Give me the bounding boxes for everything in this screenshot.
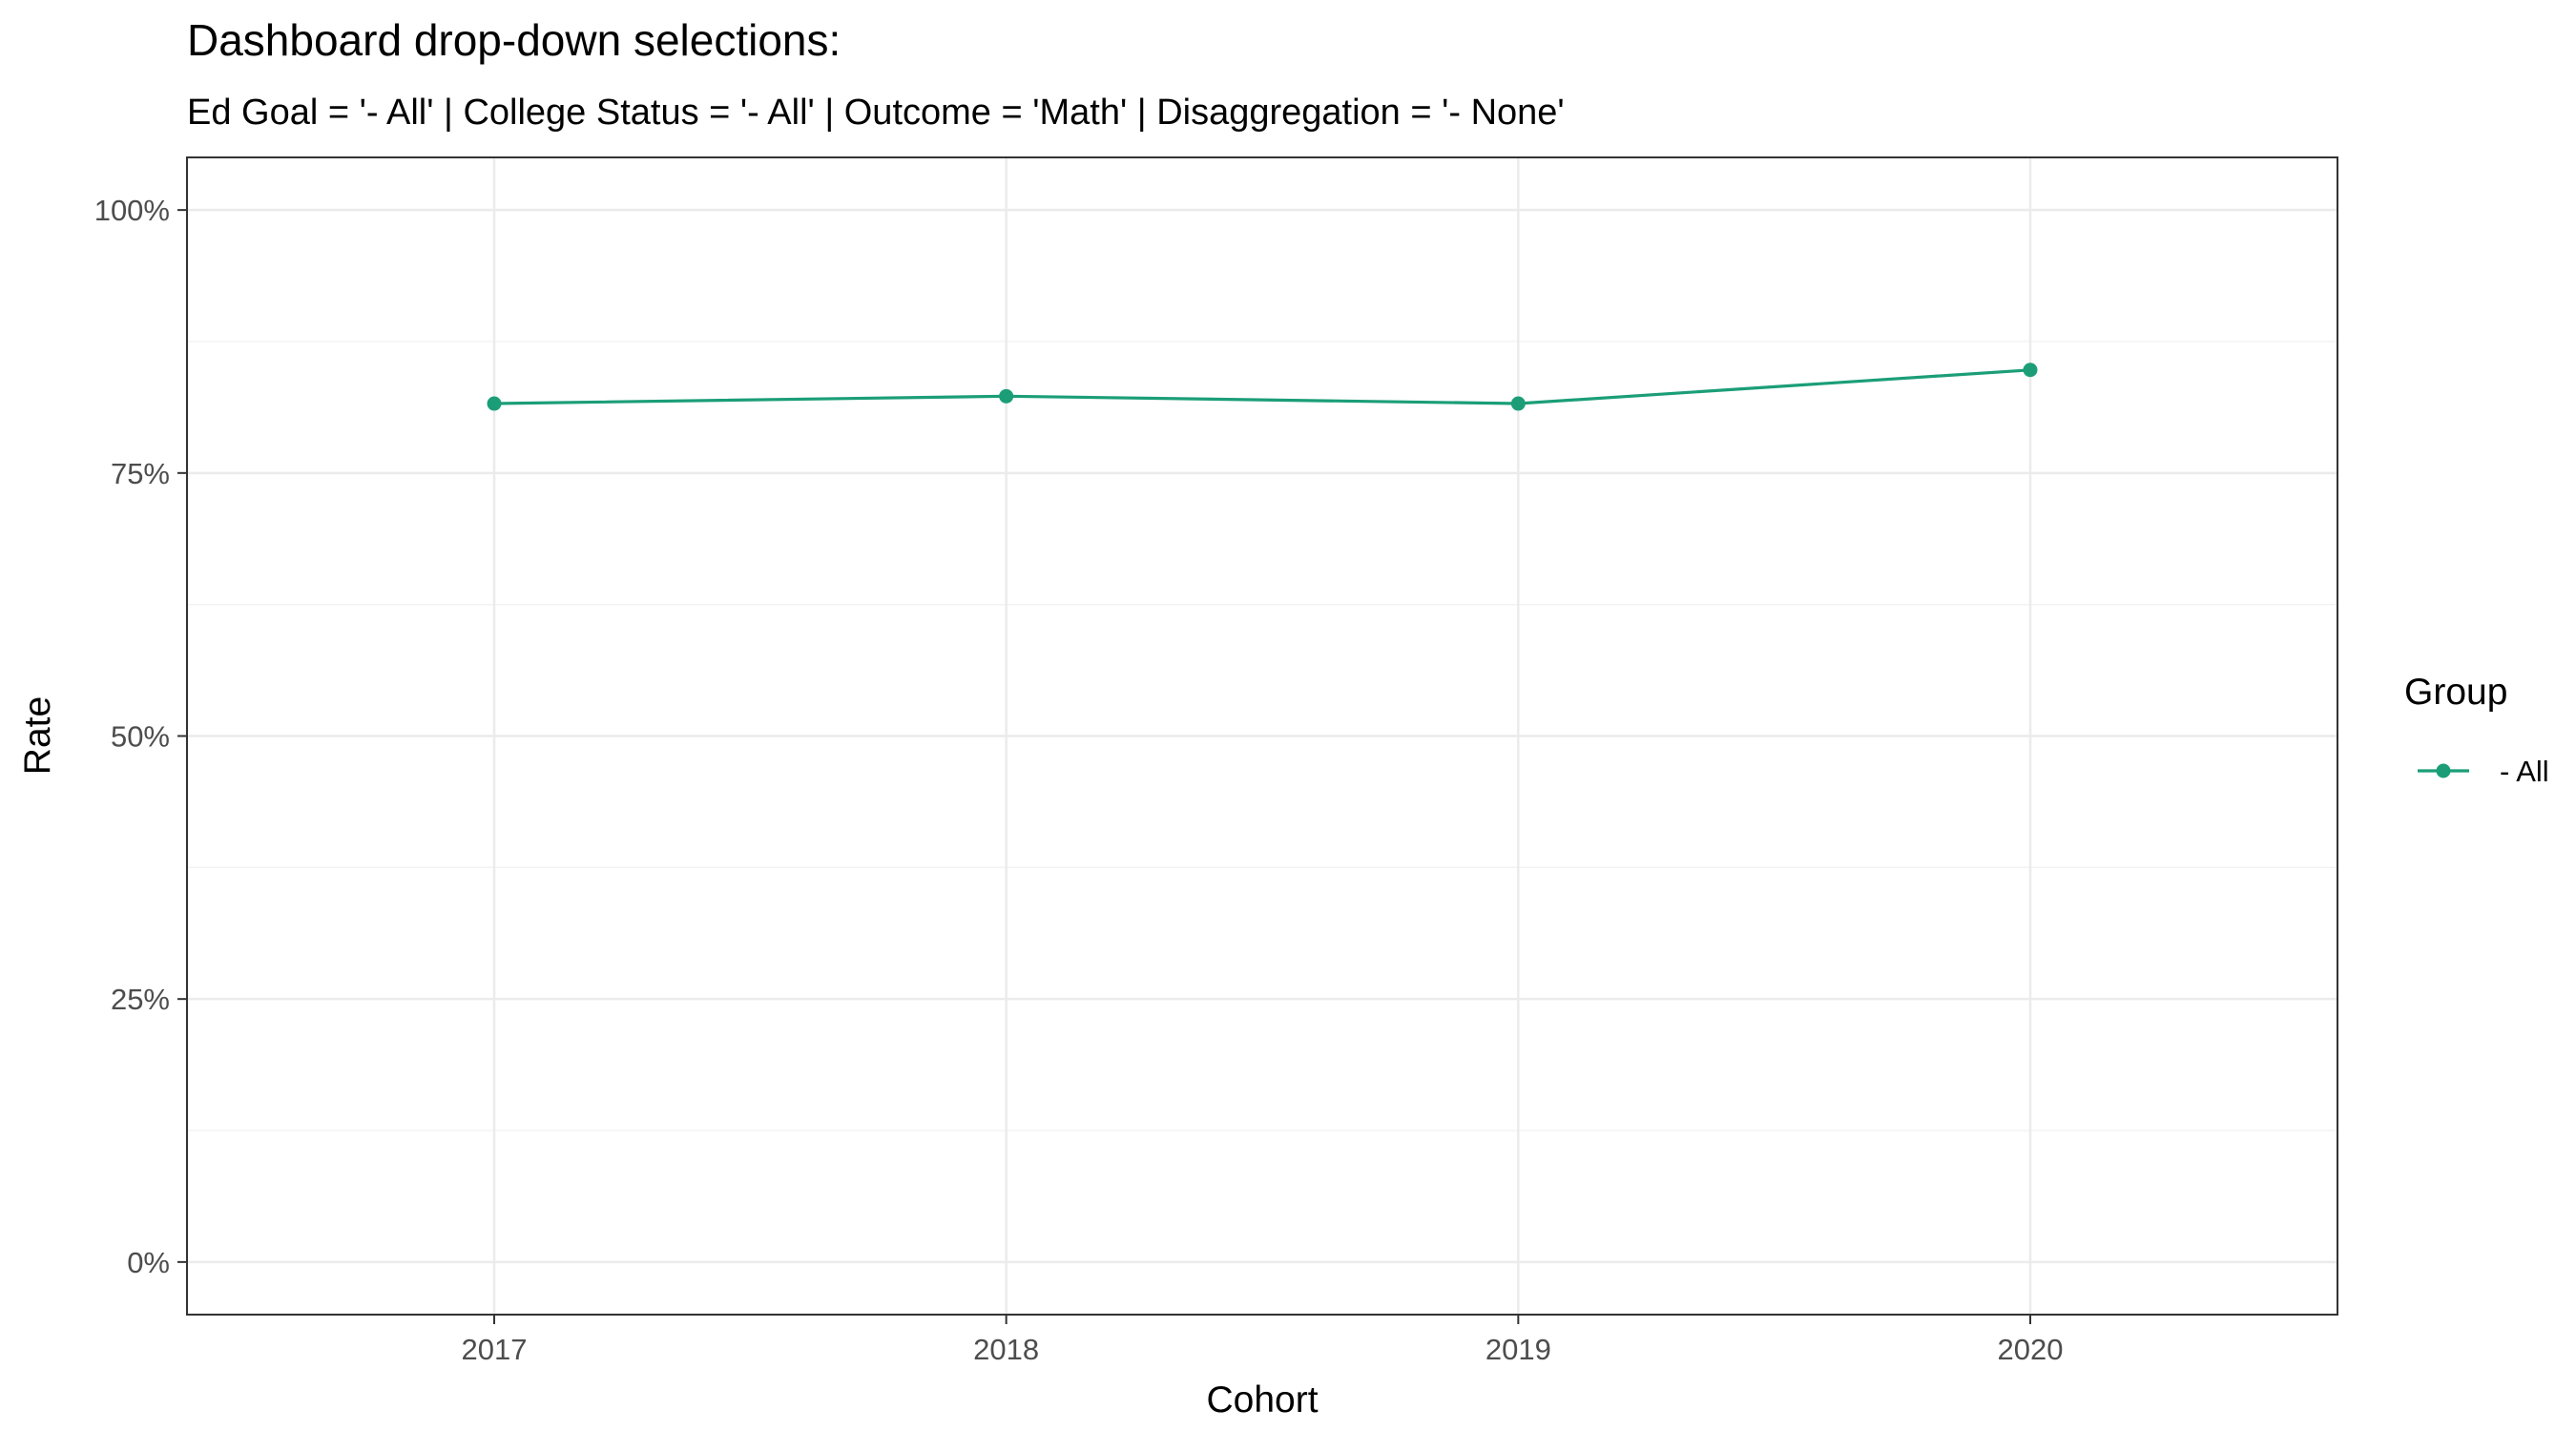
- x-axis-title: Cohort: [1206, 1379, 1318, 1421]
- legend-label: - All: [2500, 755, 2549, 788]
- y-tick-label: 25%: [111, 983, 170, 1016]
- data-point: [2023, 363, 2038, 378]
- y-tick-label: 100%: [94, 194, 170, 227]
- x-tick-label: 2017: [462, 1333, 528, 1366]
- x-tick-label: 2018: [973, 1333, 1039, 1366]
- data-point: [999, 388, 1014, 404]
- legend-key-point: [2436, 763, 2451, 778]
- x-tick-label: 2019: [1485, 1333, 1551, 1366]
- legend-items: - All: [2418, 755, 2549, 788]
- data-point: [1510, 396, 1526, 411]
- x-tick-label: 2020: [1998, 1333, 2064, 1366]
- chart-title: Dashboard drop-down selections:: [187, 15, 841, 65]
- minor-gridlines: [187, 341, 2337, 1131]
- y-axis: 0% 25% 50% 75% 100%: [94, 194, 187, 1279]
- y-tick-label: 0%: [127, 1246, 170, 1279]
- legend-title: Group: [2404, 672, 2507, 713]
- x-axis: 2017 2018 2019 2020: [462, 1315, 2064, 1366]
- plot-panel: [186, 156, 2338, 1316]
- major-gridlines: [187, 157, 2337, 1315]
- chart-subtitle: Ed Goal = '- All' | College Status = '- …: [187, 93, 1565, 133]
- y-tick-label: 50%: [111, 720, 170, 754]
- series-line: [493, 368, 2031, 405]
- data-point: [487, 396, 502, 411]
- y-tick-label: 75%: [111, 457, 170, 490]
- series-layer: [487, 363, 2038, 411]
- legend: Group - All: [2404, 672, 2549, 788]
- y-axis-title: Rate: [17, 696, 58, 775]
